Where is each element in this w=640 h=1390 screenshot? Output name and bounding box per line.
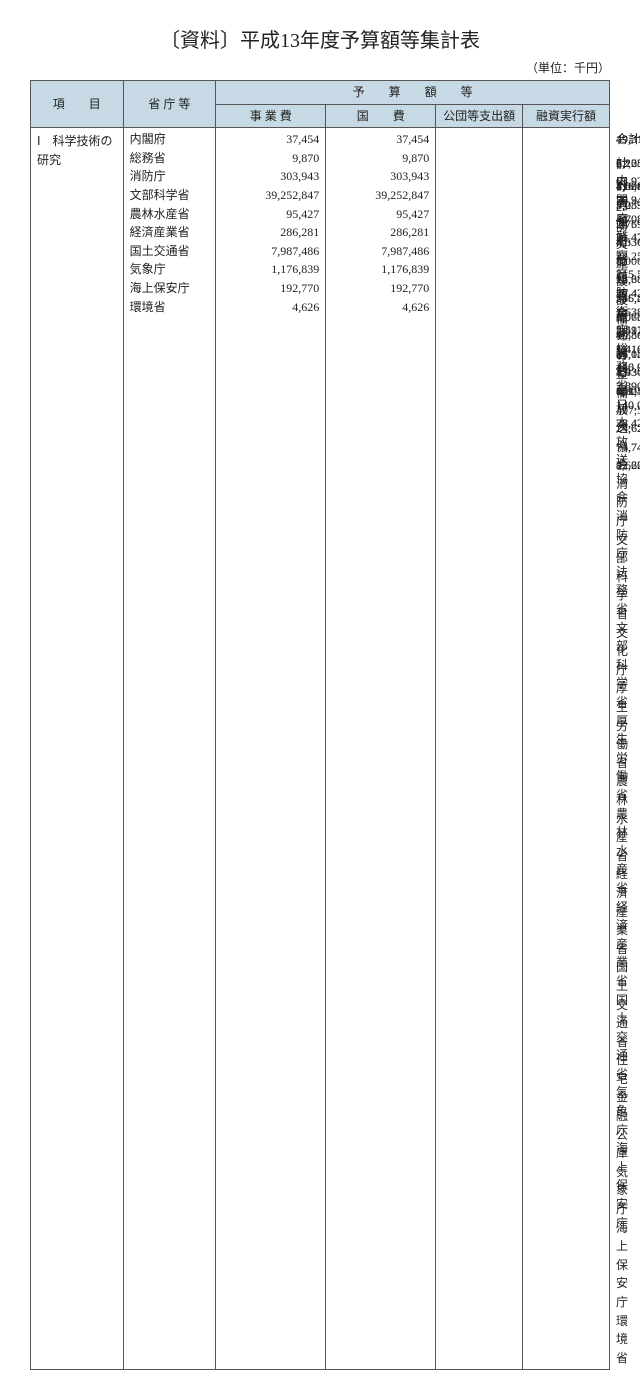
value-col-b: 37,4549,870303,94339,252,84795,427286,28… [326,128,436,1370]
header-col-b: 国 費 [326,104,436,128]
header-group: 予 算 額 等 [216,81,610,105]
header-item: 項 目 [31,81,124,128]
page-title: 〔資料〕平成13年度予算額等集計表 [30,24,610,53]
section-item: Ⅰ 科学技術の研究 [31,128,124,1370]
budget-table: 項 目 省 庁 等 予 算 額 等 事 業 費 国 費 公団等支出額 融資実行額… [30,80,610,1370]
agency-list: 内閣府総務省消防庁文部科学省農林水産省経済産業省国土交通省気象庁海上保安庁環境省 [123,128,216,1370]
header-col-c: 公団等支出額 [436,104,523,128]
value-col-a: 37,4549,870303,94339,252,84795,427286,28… [216,128,326,1370]
value-col-d [523,128,610,1370]
value-col-c [436,128,523,1370]
header-col-a: 事 業 費 [216,104,326,128]
header-agency: 省 庁 等 [123,81,216,128]
unit-label: （単位：千円） [30,59,610,76]
header-col-d: 融資実行額 [523,104,610,128]
